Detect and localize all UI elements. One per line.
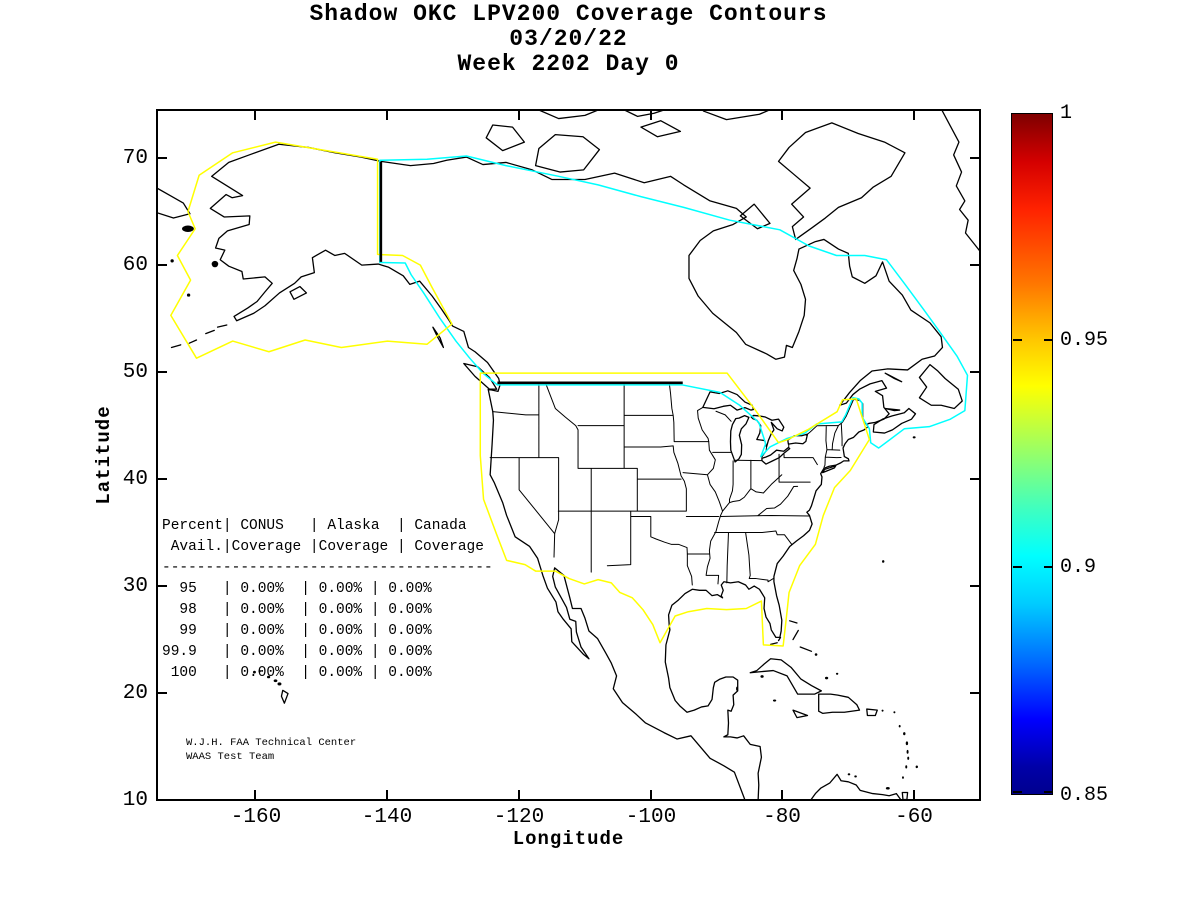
florida-keys bbox=[771, 637, 781, 644]
figure-title-block: Shadow OKC LPV200 Coverage Contours 03/2… bbox=[157, 2, 980, 77]
coverage-table: Percent| CONUS | Alaska | Canada Avail.|… bbox=[162, 516, 493, 684]
credit-block: W.J.H. FAA Technical Center WAAS Test Te… bbox=[186, 736, 356, 764]
colorbar-tick-label: 1 bbox=[1060, 102, 1073, 125]
coverage-table-row-100: 100 | 0.00% | 0.00% | 0.00% bbox=[162, 665, 432, 681]
prince-edward-island bbox=[885, 408, 899, 410]
x-tick-label: -120 bbox=[493, 806, 545, 829]
newfoundland-island bbox=[919, 365, 962, 409]
y-axis-label: Latitude bbox=[93, 405, 115, 505]
y-tick-label: 40 bbox=[122, 468, 148, 491]
baffin-island bbox=[779, 123, 905, 240]
coverage-table-header-row2: Avail.|Coverage |Coverage | Coverage bbox=[162, 539, 484, 555]
arctic-island-fragment bbox=[624, 110, 664, 116]
north-america-map bbox=[157, 110, 980, 800]
x-tick-label: -160 bbox=[230, 806, 282, 829]
hispaniola bbox=[819, 694, 860, 713]
x-axis-label: Longitude bbox=[512, 828, 625, 850]
devon-island bbox=[703, 110, 769, 120]
y-tick-label: 20 bbox=[122, 682, 148, 705]
anticosti-island bbox=[885, 373, 901, 382]
lake-superior bbox=[703, 391, 754, 410]
bahamas bbox=[790, 621, 812, 651]
puerto-rico bbox=[867, 709, 878, 715]
lake-erie bbox=[762, 448, 790, 465]
small-island-dots bbox=[170, 225, 918, 790]
plot-border bbox=[156, 109, 981, 801]
cuba bbox=[750, 659, 821, 694]
long-island bbox=[823, 466, 836, 473]
banks-island bbox=[486, 125, 524, 151]
coverage-table-row-99: 99 | 0.00% | 0.00% | 0.00% bbox=[162, 623, 432, 639]
credit-line-1: W.J.H. FAA Technical Center bbox=[186, 737, 357, 749]
greenland-coastline bbox=[942, 110, 980, 251]
colorbar-tick-label: 0.85 bbox=[1060, 784, 1109, 807]
x-tick-label: -60 bbox=[895, 806, 933, 829]
figure-title: Shadow OKC LPV200 Coverage Contours bbox=[309, 1, 828, 27]
haida-gwaii bbox=[433, 327, 444, 347]
colorbar-tick-label: 0.95 bbox=[1060, 329, 1109, 352]
jamaica bbox=[793, 710, 807, 717]
kodiak-island bbox=[290, 287, 306, 300]
state-borders-central bbox=[683, 407, 809, 584]
colorbar bbox=[1011, 113, 1053, 795]
lake-michigan bbox=[730, 416, 748, 462]
nova-scotia bbox=[873, 408, 915, 433]
y-tick-label: 10 bbox=[122, 789, 148, 812]
x-tick-label: -140 bbox=[361, 806, 413, 829]
state-borders-west bbox=[490, 383, 709, 585]
y-tick-label: 50 bbox=[122, 361, 148, 384]
alaska-region-contour bbox=[171, 142, 452, 358]
state-borders-northeast bbox=[762, 399, 868, 482]
aleutian-islands bbox=[171, 325, 226, 347]
coverage-table-divider: -------------------------------------- bbox=[162, 560, 493, 576]
coverage-table-row-98: 98 | 0.00% | 0.00% | 0.00% bbox=[162, 602, 432, 618]
conus-region-contour bbox=[480, 373, 869, 646]
canada-region-contour bbox=[380, 156, 968, 457]
big-island-hawaii bbox=[281, 690, 288, 703]
coverage-table-row-95: 95 | 0.00% | 0.00% | 0.00% bbox=[162, 581, 432, 597]
lake-huron bbox=[751, 415, 784, 447]
credit-line-2: WAAS Test Team bbox=[186, 751, 275, 763]
chukotka-coastline bbox=[157, 188, 190, 218]
colorbar-tick-label: 0.9 bbox=[1060, 556, 1097, 579]
coverage-table-header-row1: Percent| CONUS | Alaska | Canada bbox=[162, 518, 467, 534]
figure-week-day: Week 2202 Day 0 bbox=[457, 51, 680, 77]
somerset-island bbox=[641, 121, 681, 137]
victoria-island bbox=[536, 135, 600, 172]
y-tick-label: 30 bbox=[122, 575, 148, 598]
south-america-coast bbox=[811, 774, 901, 800]
x-tick-label: -100 bbox=[625, 806, 677, 829]
melville-island bbox=[539, 110, 598, 119]
coverage-table-row-99-9: 99.9 | 0.00% | 0.00% | 0.00% bbox=[162, 644, 432, 660]
figure-date: 03/20/22 bbox=[509, 26, 628, 52]
x-tick-label: -80 bbox=[763, 806, 801, 829]
y-tick-label: 60 bbox=[122, 254, 148, 277]
continent-coastline bbox=[210, 144, 942, 800]
y-tick-label: 70 bbox=[122, 147, 148, 170]
